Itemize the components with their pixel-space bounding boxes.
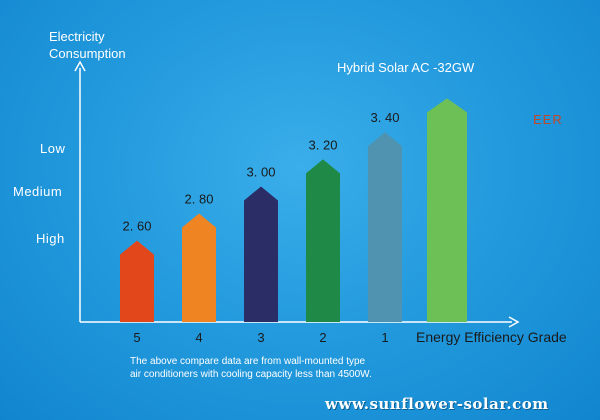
- bar-hybrid-solar: [427, 98, 467, 322]
- level-low: Low: [40, 141, 66, 156]
- x-tick-label-1: 1: [381, 330, 388, 345]
- data-label-2: 3. 20: [309, 137, 338, 152]
- series-label: Hybrid Solar AC -32GW: [337, 60, 475, 75]
- bar-2: [306, 159, 340, 322]
- y-axis-label-line-2: Consumption: [49, 46, 126, 61]
- data-label-1: 3. 40: [371, 110, 400, 125]
- bar-1: [368, 132, 402, 322]
- level-high: High: [36, 231, 65, 246]
- bar-5: [120, 240, 154, 322]
- footnote: The above compare data are from wall-mou…: [130, 355, 372, 381]
- y-axis-label: Electricity Consumption: [49, 28, 126, 62]
- bar-4: [182, 213, 216, 322]
- footnote-line-1: The above compare data are from wall-mou…: [130, 356, 366, 367]
- x-tick-label-2: 2: [319, 330, 326, 345]
- y-axis-label-line-1: Electricity: [49, 29, 105, 44]
- data-label-5: 2. 60: [123, 219, 152, 234]
- x-tick-label-4: 4: [195, 330, 202, 345]
- data-label-4: 2. 80: [185, 192, 214, 207]
- footnote-line-2: air conditioners with cooling capacity l…: [130, 369, 372, 380]
- x-axis-arrow: [508, 316, 520, 328]
- watermark: www.sunflower-solar.com: [325, 395, 549, 413]
- bar-3: [244, 186, 278, 322]
- data-label-3: 3. 00: [247, 164, 276, 179]
- level-medium: Medium: [13, 184, 63, 199]
- metric-label-eer: EER: [533, 112, 563, 127]
- x-tick-label-5: 5: [133, 330, 140, 345]
- x-tick-label-3: 3: [257, 330, 264, 345]
- x-axis-label: Energy Efficiency Grade: [416, 329, 567, 345]
- y-axis-arrow: [74, 60, 86, 72]
